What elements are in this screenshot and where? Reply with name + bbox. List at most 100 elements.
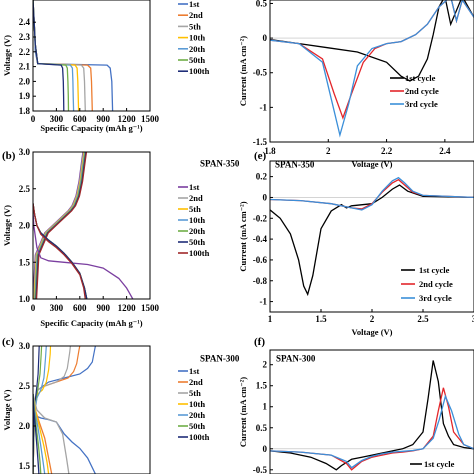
y-tick-label: -0.6	[253, 255, 268, 265]
series-line-100th	[33, 393, 40, 474]
x-axis-label: Voltage (V)	[352, 327, 393, 337]
x-tick-label: 0	[31, 114, 36, 124]
plot-frame	[269, 0, 474, 143]
y-axis-label: Current (mA cm⁻²)	[238, 201, 248, 271]
y-tick-label: 1.5	[19, 461, 31, 471]
y-axis-label: Voltage (V)	[2, 205, 12, 246]
x-tick-label: 300	[50, 303, 64, 313]
chart-panel-5: 1.5 2.0 2.5 3.0 Voltage (V) SPAN-300 (c) 1st2nd…	[2, 336, 240, 474]
y-tick-label: 1.9	[19, 91, 31, 101]
legend-entry: 1st	[189, 0, 200, 9]
legend-entry: 2nd	[189, 10, 203, 20]
x-tick-label: 300	[50, 114, 64, 124]
y-tick-label: 2.0	[19, 421, 31, 431]
legend: 1st cycle	[410, 459, 455, 469]
y-tick-label: 2.1	[19, 62, 31, 72]
charge-curve	[33, 152, 85, 299]
series-line-1st-cycle	[270, 184, 474, 297]
legend-entry: 2nd	[189, 193, 203, 203]
legend-entry: 3rd cycle	[419, 293, 452, 303]
panel-title: SPAN-300	[276, 353, 316, 363]
y-tick-label: -1	[260, 297, 268, 307]
y-tick-label: -0.5	[253, 465, 268, 474]
legend-entry: 5th	[189, 388, 201, 398]
x-tick-label: 2.4	[439, 146, 451, 156]
y-tick-label: 2	[263, 360, 268, 370]
plot-frame	[32, 151, 151, 300]
charge-curve	[33, 152, 84, 299]
y-tick-label: 0.5	[256, 0, 268, 8]
legend-entry: 100th	[189, 248, 210, 258]
charge-curve	[36, 152, 88, 299]
legend-entry: 100th	[189, 66, 210, 76]
x-tick-label: 1500	[141, 114, 160, 124]
x-tick-label: 1.8	[264, 146, 276, 156]
x-axis-label: Specific Capacity (mAh g⁻¹)	[40, 318, 142, 328]
y-tick-label: 0	[263, 33, 268, 43]
y-tick-label: 2.0	[19, 76, 31, 86]
x-tick-label: 1500	[141, 303, 160, 313]
x-tick-label: 600	[73, 114, 87, 124]
x-tick-label: 900	[96, 303, 110, 313]
legend-entry: 10th	[189, 399, 205, 409]
y-axis-label: Current (mA cm⁻²)	[238, 36, 248, 106]
series-line-2nd	[33, 0, 93, 111]
series-line-1st-cycle	[270, 360, 474, 471]
series-line-1st	[33, 210, 134, 299]
y-tick-label: 3.0	[19, 341, 31, 351]
panel-title: SPAN-300	[200, 353, 240, 363]
x-tick-label: 0	[31, 303, 36, 313]
series-line-3rd-cycle	[270, 176, 474, 211]
legend-entry: 50th	[189, 55, 205, 65]
plot-frame	[32, 0, 151, 112]
y-tick-label: 1	[263, 402, 268, 412]
legend-entry: 1st	[189, 182, 200, 192]
y-tick-label: 1.5	[256, 381, 268, 391]
y-tick-label: 2.4	[19, 17, 31, 27]
chart-panel-3: 1.0 1.5 2.0 2.5 3.0 0 300 600 900 1200 1500 Specifi…	[2, 147, 240, 328]
legend-entry: 5th	[189, 21, 201, 31]
chart-panel-4: -1 -0.8 -0.6 -0.4 -0.2 0 0.2 1 1.5 2 2.5 3 Voltage (…	[238, 150, 474, 337]
series-line-3	[270, 394, 474, 469]
series-line-20th	[33, 0, 75, 111]
legend-entry: 20th	[189, 226, 205, 236]
legend-entry: 50th	[189, 237, 205, 247]
plot-frame	[269, 349, 474, 474]
panel-label: (e)	[254, 150, 267, 162]
legend-entry: 1st cycle	[419, 265, 450, 275]
x-tick-label: 2.5	[417, 314, 429, 324]
legend-entry: 20th	[189, 44, 205, 54]
x-tick-label: 900	[96, 114, 110, 124]
chart-panel-6: -0.5 0 0.5 1 1.5 2 Current (mA cm⁻²) SPAN-300 (f…	[238, 336, 474, 474]
y-tick-label: 0	[263, 192, 268, 202]
legend-entry: 5th	[189, 204, 201, 214]
series-line-2nd-cycle	[270, 0, 474, 120]
series-line-10th	[33, 0, 80, 111]
y-tick-label: 2.5	[19, 184, 31, 194]
y-axis-label: Voltage (V)	[2, 35, 12, 76]
y-tick-label: 2.2	[19, 47, 31, 57]
legend-entry: 2nd cycle	[419, 279, 453, 289]
legend-entry: 20th	[189, 410, 205, 420]
y-tick-label: 0.2	[256, 172, 268, 182]
y-tick-label: 1.8	[19, 106, 31, 116]
plot-frame	[32, 345, 151, 474]
x-tick-label: 1200	[118, 303, 137, 313]
panel-title: SPAN-350	[275, 159, 315, 169]
y-tick-label: 0	[263, 444, 268, 454]
y-tick-label: -0.8	[253, 276, 268, 286]
y-tick-label: 0.5	[256, 423, 268, 433]
y-tick-label: 2.5	[19, 381, 31, 391]
y-tick-label: 3.0	[19, 147, 31, 157]
y-axis-label: Voltage (V)	[2, 389, 12, 430]
x-tick-label: 2.2	[381, 146, 393, 156]
y-axis-label: Current (mA cm⁻²)	[238, 377, 248, 447]
legend-entry: 50th	[189, 421, 205, 431]
series-line-100th	[33, 203, 86, 299]
charge-curve	[35, 152, 87, 299]
y-tick-label: 2.3	[19, 32, 31, 42]
legend-entry: 1st	[189, 366, 200, 376]
y-tick-label: -0.5	[253, 68, 268, 78]
